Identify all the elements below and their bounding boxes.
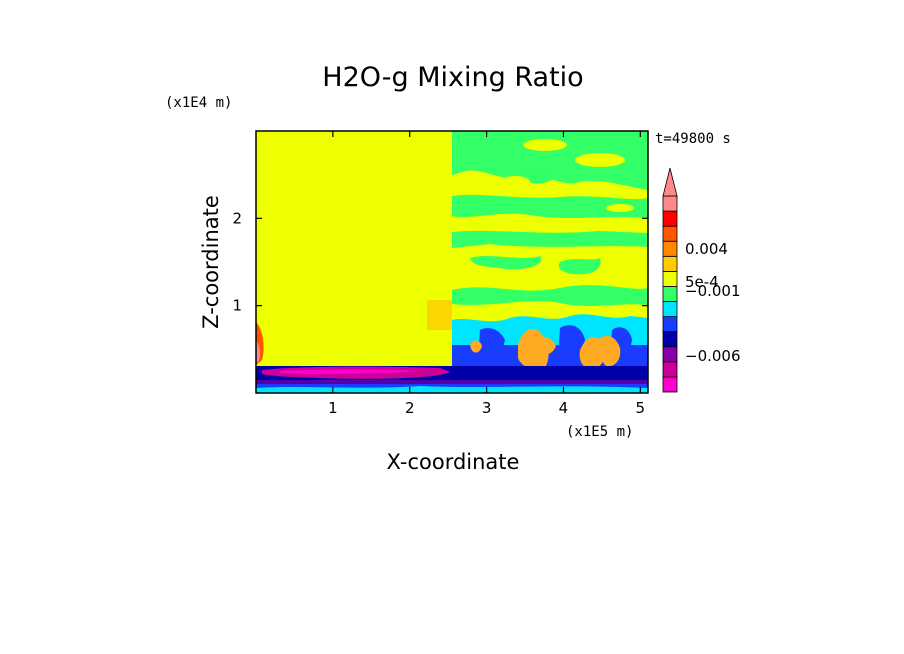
plot-area: [256, 131, 648, 393]
colorbar-segment: [662, 255, 678, 272]
convective-cells: [470, 328, 621, 370]
colorbar-segment: [662, 331, 678, 348]
colorbar-segment: [662, 316, 678, 333]
colorbar-segment: [662, 346, 678, 363]
colorbar-label: 0.004: [685, 240, 728, 258]
y-tick-label: 2: [232, 209, 242, 227]
x-axis-label: X-coordinate: [387, 450, 520, 474]
moist-bands: [452, 131, 648, 306]
colorbar-segment: [662, 195, 678, 212]
colorbar-segment: [662, 376, 678, 393]
colorbar-segment: [662, 361, 678, 378]
colorbar-segment: [662, 225, 678, 242]
chart-title: H2O-g Mixing Ratio: [322, 62, 583, 93]
left-edge-warm-2: [256, 340, 261, 362]
y-axis-label: Z-coordinate: [199, 195, 223, 329]
colorbar-extend-arrow: [662, 167, 678, 197]
x-tick-label: 4: [559, 399, 569, 417]
left-block-edge: [427, 300, 452, 330]
colorbar-segment: [662, 301, 678, 318]
y-tick-label: 1: [232, 297, 242, 315]
colorbar-segment: [662, 240, 678, 257]
plot-frame: [255, 130, 649, 394]
yellow-patches: [500, 139, 634, 212]
x-tick-label: 5: [636, 399, 646, 417]
colorbar: 0.004 5e-4−0.001 −0.006: [662, 167, 741, 393]
colorbar-segment: [662, 270, 678, 287]
x-tick-label: 2: [405, 399, 415, 417]
x-tick-label: 1: [328, 399, 338, 417]
x-unit-label: (x1E5 m): [566, 424, 633, 440]
y-unit-label: (x1E4 m): [165, 95, 232, 111]
colorbar-segment: [662, 210, 678, 227]
colorbar-label: 5e-4: [685, 273, 719, 291]
colorbar-label: −0.006: [685, 347, 741, 365]
colorbar-segment: [662, 286, 678, 302]
axis-ticks: 1 2 3 4 5 1 2: [232, 131, 648, 417]
colorbar-label: −0.001: [685, 282, 741, 300]
surface-layer: [256, 366, 648, 393]
time-label: t=49800 s: [655, 131, 731, 147]
x-tick-label: 3: [482, 399, 492, 417]
